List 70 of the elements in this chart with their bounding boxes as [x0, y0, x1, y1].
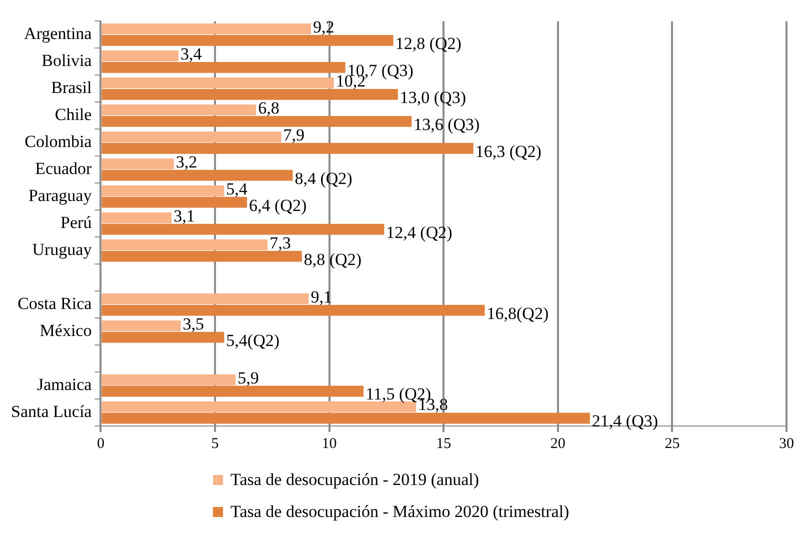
data-label: 16,3 (Q2) — [475, 142, 542, 161]
legend-label: Tasa de desocupación - Máximo 2020 (trimestral) — [230, 502, 570, 522]
bar — [102, 239, 268, 250]
y-tick-label: Santa Lucía — [11, 402, 92, 421]
bar — [102, 116, 412, 127]
data-label: 13,0 (Q3) — [400, 88, 466, 107]
data-label: 5,9 — [238, 368, 259, 388]
data-label: 3,1 — [174, 206, 195, 226]
y-tick-label: Uruguay — [32, 240, 92, 260]
x-tick-label: 25 — [664, 436, 680, 452]
bar — [102, 77, 334, 88]
data-label: 5,4(Q2) — [226, 330, 280, 350]
bar — [102, 304, 485, 316]
bar — [102, 212, 172, 224]
bar — [102, 196, 248, 208]
bar — [102, 185, 224, 196]
data-label: 6,4 (Q2) — [249, 196, 307, 215]
bar — [102, 34, 394, 46]
legend-label: Tasa de desocupación - 2019 (anual) — [230, 470, 480, 490]
bar — [102, 412, 590, 424]
data-label: 9,1 — [310, 287, 332, 306]
data-label: 3,5 — [182, 314, 204, 334]
data-label: 3,4 — [180, 44, 202, 64]
y-tick-label: Argentina — [24, 24, 92, 44]
y-tick-label: Paraguay — [28, 186, 92, 206]
bar — [102, 158, 174, 170]
bar — [102, 332, 224, 343]
bar — [102, 320, 181, 332]
bar — [102, 131, 282, 142]
data-label: 6,8 — [258, 98, 280, 118]
bar — [102, 24, 312, 34]
data-label: 13,6 (Q3) — [414, 114, 480, 134]
y-tick-label: Brasil — [51, 78, 92, 98]
bar — [102, 104, 256, 116]
data-label: 16,8(Q2) — [486, 304, 549, 323]
data-label: 8,4 (Q2) — [294, 168, 352, 188]
bar — [102, 170, 293, 181]
x-tick-label: 15 — [436, 436, 452, 452]
bar — [102, 224, 384, 235]
bar — [102, 142, 474, 154]
data-label: 7,3 — [270, 233, 291, 252]
y-tick-label: Chile — [54, 105, 92, 124]
y-tick-label: México — [40, 321, 92, 340]
x-tick-label: 10 — [322, 436, 337, 452]
data-label: 7,9 — [283, 125, 305, 144]
y-tick-label: Jamaica — [36, 374, 92, 394]
data-label: 12,4 (Q2) — [386, 222, 452, 242]
y-tick-label: Bolivia — [42, 51, 92, 70]
y-tick-label: Ecuador — [35, 159, 92, 178]
data-label: 12,8 (Q2) — [395, 34, 462, 53]
x-tick-label: 20 — [550, 436, 566, 452]
data-label: 21,4 (Q3) — [592, 412, 658, 431]
bar — [102, 50, 178, 62]
bar — [102, 293, 309, 304]
y-tick-label: Costa Rica — [18, 294, 92, 314]
y-tick-label: Colombia — [24, 132, 92, 152]
x-tick-label: 0 — [96, 436, 104, 452]
bar — [102, 88, 398, 100]
data-label: 5,4 — [226, 179, 248, 198]
bar — [102, 386, 364, 397]
bar — [102, 250, 302, 262]
x-tick-label: 30 — [779, 436, 794, 452]
data-label: 3,2 — [176, 152, 198, 172]
bar — [102, 374, 236, 386]
data-label: 8,8 (Q2) — [304, 250, 362, 269]
bar — [102, 401, 416, 412]
x-tick-label: 5 — [211, 436, 219, 452]
data-label: 9,2 — [313, 17, 334, 36]
bar — [102, 62, 346, 73]
y-tick-label: Perú — [60, 213, 92, 232]
